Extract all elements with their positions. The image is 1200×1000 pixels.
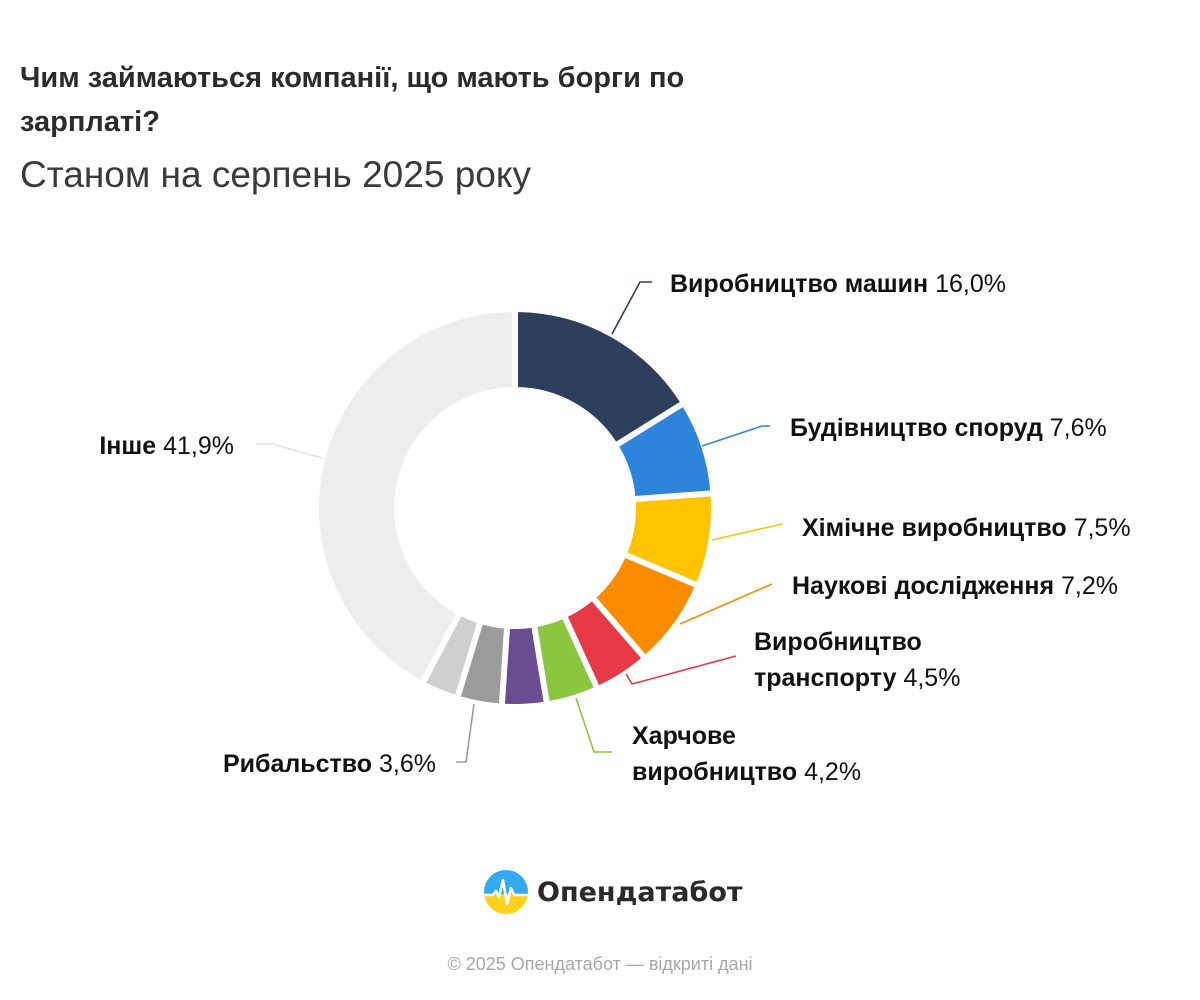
slice-label-3: Наукові дослідження 7,2% xyxy=(792,572,1118,600)
leader-line-1 xyxy=(701,425,770,447)
slice-label-1: Будівництво споруд 7,6% xyxy=(790,414,1107,442)
donut-slice-9 xyxy=(317,310,514,683)
opendatabot-logo-icon xyxy=(484,870,528,914)
donut-slice-6 xyxy=(502,625,546,706)
donut-slice-0 xyxy=(516,310,683,444)
donut-slice-5 xyxy=(535,616,596,704)
slice-label-4: Виробництво транспорту 4,5% xyxy=(754,628,960,692)
donut-slice-4 xyxy=(565,599,644,688)
leader-line-9 xyxy=(256,443,323,459)
leader-line-7 xyxy=(456,703,475,763)
brand-name: Опендатабот xyxy=(537,876,743,908)
chart-subtitle: Станом на серпень 2025 року xyxy=(20,154,531,195)
slice-label-0: Виробництво машин 16,0% xyxy=(670,270,1006,298)
leader-line-4 xyxy=(625,655,737,685)
chart-title: Чим займаються компанії, що мають борги … xyxy=(20,62,685,138)
leader-line-2 xyxy=(711,523,783,541)
slice-label-2: Хімічне виробництво 7,5% xyxy=(802,514,1131,542)
donut-slice-7 xyxy=(458,622,507,706)
slice-label-7: Рибальство 3,6% xyxy=(223,750,436,778)
slice-label-5: Харчове виробництво 4,2% xyxy=(632,722,861,786)
leader-line-3 xyxy=(679,583,773,625)
donut-slice-1 xyxy=(616,404,713,499)
footer-copyright: © 2025 Опендатабот — відкриті дані xyxy=(447,954,753,974)
donut-slice-8 xyxy=(423,614,480,697)
slice-label-9: Інше 41,9% xyxy=(99,432,234,460)
donut-slice-2 xyxy=(625,494,713,585)
brand-logo: Опендатабот xyxy=(484,870,743,914)
donut-slice-3 xyxy=(594,555,697,657)
leader-line-5 xyxy=(575,697,612,753)
leader-line-0 xyxy=(611,281,652,335)
